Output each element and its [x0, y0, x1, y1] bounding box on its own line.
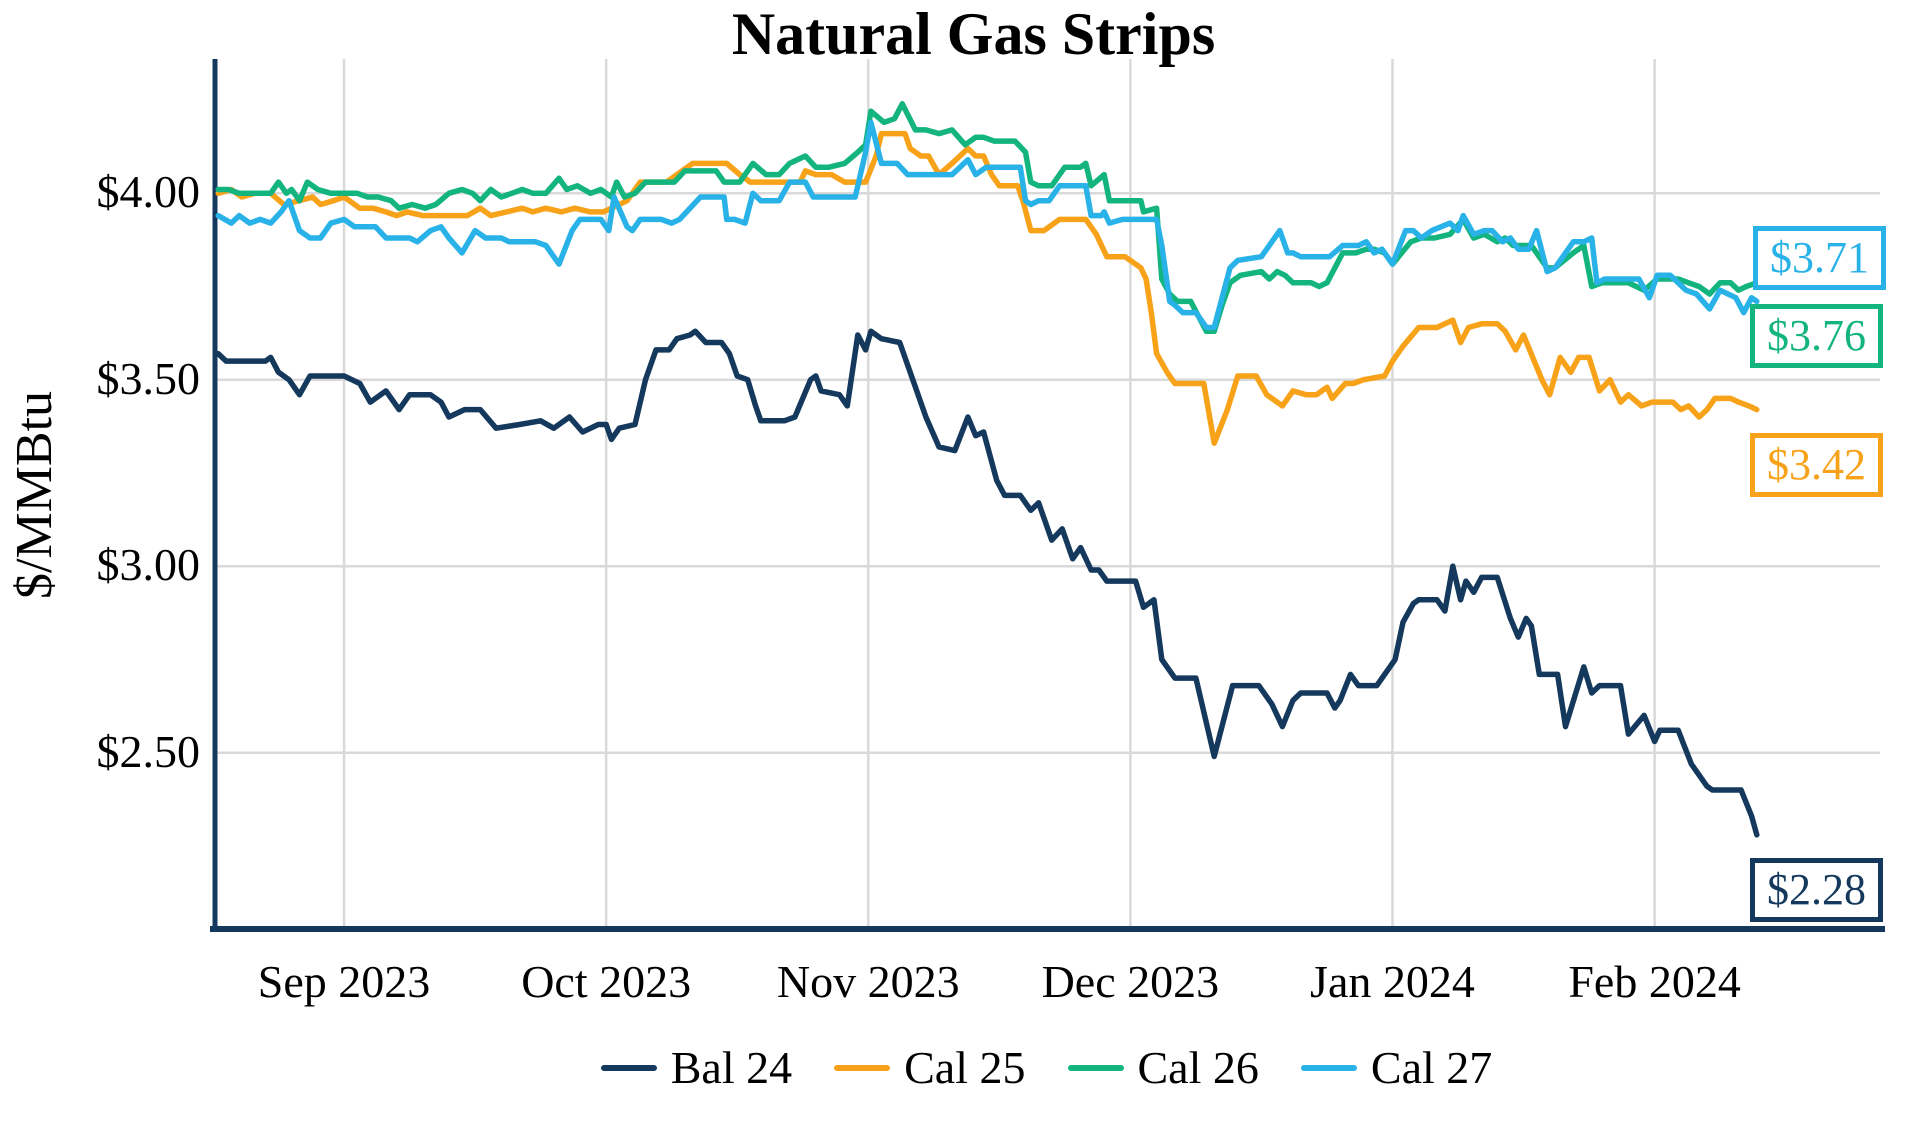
y-tick-label: $2.50 — [96, 725, 201, 777]
legend-swatch-cal-25 — [834, 1065, 891, 1071]
end-label-cal-26: $3.76 — [1750, 304, 1883, 368]
end-label-cal-25: $3.42 — [1750, 433, 1883, 497]
legend: Bal 24 Cal 25 Cal 26 Cal 27 — [213, 1042, 1880, 1094]
x-tick-label: Sep 2023 — [257, 956, 431, 1007]
series-line-cal-25 — [215, 130, 1760, 446]
legend-swatch-cal-27 — [1300, 1065, 1357, 1071]
legend-swatch-bal-24 — [600, 1065, 657, 1071]
series-line-bal-24 — [215, 328, 1760, 838]
legend-label-cal-25: Cal 25 — [904, 1042, 1026, 1093]
x-tick-label: Oct 2023 — [521, 956, 692, 1007]
end-label-cal-27: $3.71 — [1753, 226, 1886, 290]
legend-item-cal-27: Cal 27 — [1300, 1042, 1493, 1094]
legend-swatch-cal-26 — [1067, 1065, 1124, 1071]
legend-item-cal-25: Cal 25 — [834, 1042, 1026, 1094]
legend-item-bal-24: Bal 24 — [600, 1042, 793, 1094]
x-tick-label: Jan 2024 — [1310, 956, 1475, 1007]
x-tick-label: Feb 2024 — [1568, 956, 1741, 1007]
legend-label-bal-24: Bal 24 — [670, 1042, 793, 1093]
x-tick-label: Nov 2023 — [776, 956, 960, 1007]
end-label-bal-24: $2.28 — [1750, 858, 1883, 922]
legend-label-cal-27: Cal 27 — [1370, 1042, 1493, 1093]
series-line-cal-26 — [215, 101, 1760, 335]
y-tick-label: $3.00 — [96, 539, 201, 591]
x-tick-label: Dec 2023 — [1041, 956, 1220, 1007]
legend-item-cal-26: Cal 26 — [1067, 1042, 1259, 1094]
legend-label-cal-26: Cal 26 — [1137, 1042, 1259, 1093]
series-line-cal-27 — [215, 119, 1760, 331]
chart-title: Natural Gas Strips — [731, 1, 1216, 67]
y-tick-label: $4.00 — [96, 166, 201, 218]
y-tick-label: $3.50 — [96, 352, 201, 404]
